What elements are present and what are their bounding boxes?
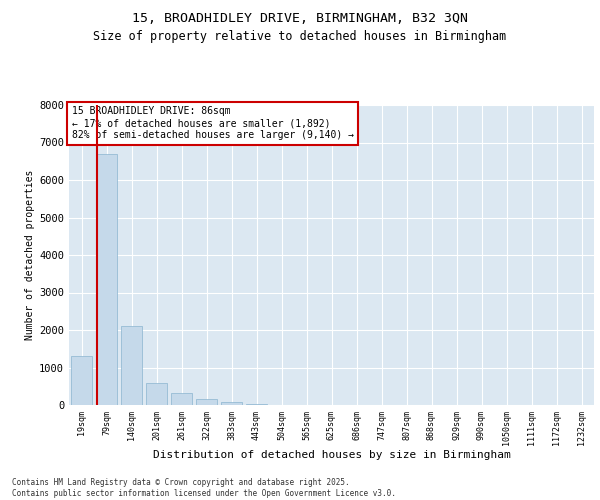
Text: 15 BROADHIDLEY DRIVE: 86sqm
← 17% of detached houses are smaller (1,892)
82% of : 15 BROADHIDLEY DRIVE: 86sqm ← 17% of det… (71, 106, 353, 140)
Text: Size of property relative to detached houses in Birmingham: Size of property relative to detached ho… (94, 30, 506, 43)
Bar (221, 402, 242, 405)
Bar (146, 382, 167, 405)
Bar (121, 326, 142, 405)
X-axis label: Distribution of detached houses by size in Birmingham: Distribution of detached houses by size … (152, 450, 511, 460)
Text: Contains HM Land Registry data © Crown copyright and database right 2025.
Contai: Contains HM Land Registry data © Crown c… (12, 478, 396, 498)
Y-axis label: Number of detached properties: Number of detached properties (25, 170, 35, 340)
Text: 15, BROADHIDLEY DRIVE, BIRMINGHAM, B32 3QN: 15, BROADHIDLEY DRIVE, BIRMINGHAM, B32 3… (132, 12, 468, 26)
Bar (196, 399, 217, 405)
Bar (171, 394, 192, 405)
Bar (246, 404, 267, 405)
Bar (96, 154, 117, 405)
Bar (71, 356, 92, 405)
